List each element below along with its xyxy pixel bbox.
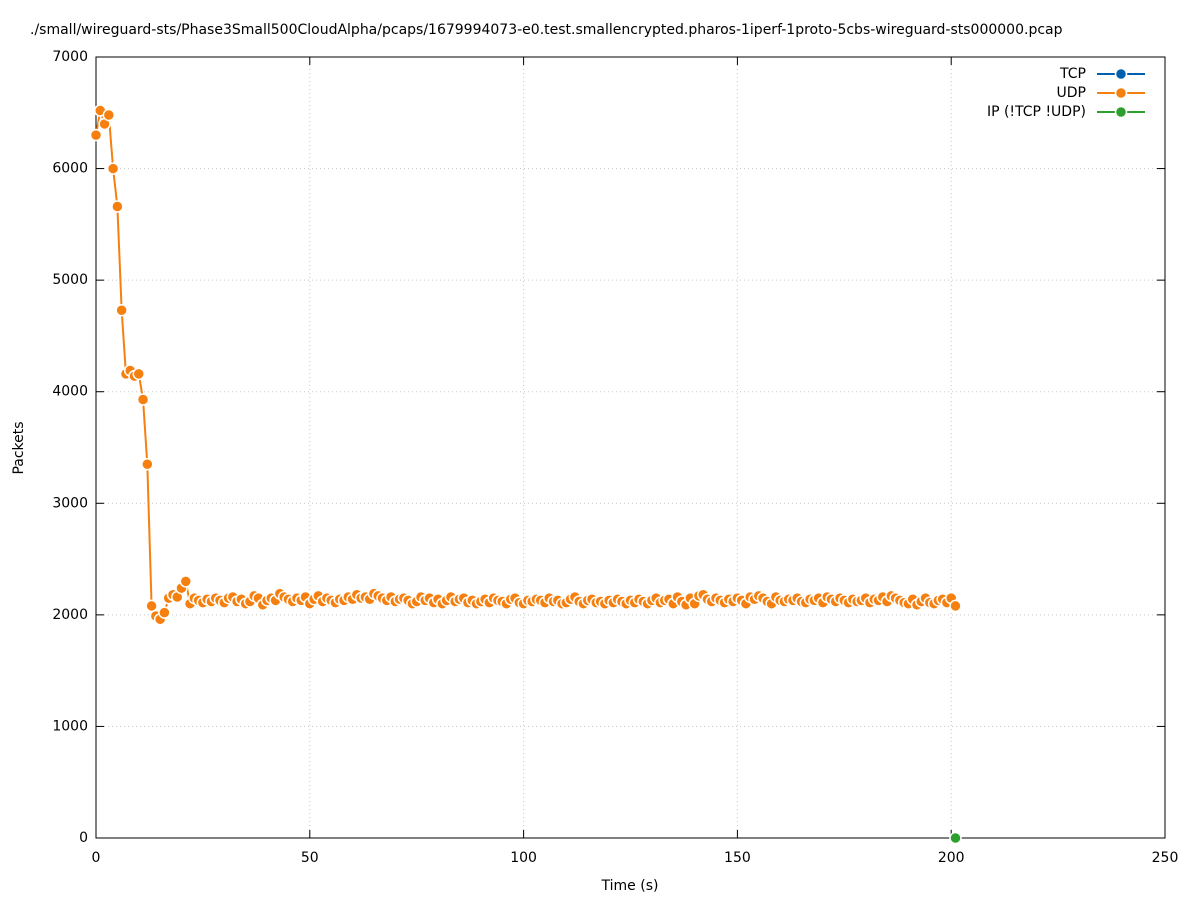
y-tick-label: 2000 xyxy=(52,607,88,623)
y-tick-label: 3000 xyxy=(52,495,88,511)
legend-label: UDP xyxy=(1057,85,1086,101)
data-point xyxy=(111,200,124,213)
legend-marker xyxy=(1114,105,1128,119)
y-tick-label: 0 xyxy=(79,830,88,846)
x-tick-label: 200 xyxy=(938,850,965,866)
x-tick-label: 0 xyxy=(92,850,101,866)
x-tick-label: 50 xyxy=(301,850,319,866)
plot-frame xyxy=(95,56,1166,839)
data-point xyxy=(106,162,120,175)
data-point xyxy=(949,599,962,613)
y-tick-label: 6000 xyxy=(52,161,88,177)
y-axis-label: Packets xyxy=(11,421,27,474)
y-tick-label: 4000 xyxy=(52,384,88,400)
series-line xyxy=(95,110,957,621)
legend-marker xyxy=(1114,67,1128,81)
y-tick-label: 5000 xyxy=(52,272,88,288)
data-point xyxy=(141,457,154,471)
data-point xyxy=(949,831,962,845)
x-tick-label: 150 xyxy=(724,850,751,866)
data-point xyxy=(102,108,116,122)
legend-marker xyxy=(1114,86,1128,100)
chart-title: ./small/wireguard-sts/Phase3Small500Clou… xyxy=(30,22,1063,38)
legend-label: IP (!TCP !UDP) xyxy=(987,104,1086,120)
x-axis-label: Time (s) xyxy=(601,878,659,894)
data-point xyxy=(132,367,146,381)
data-point xyxy=(115,304,128,317)
x-tick-label: 100 xyxy=(510,850,537,866)
data-point xyxy=(89,128,103,142)
x-tick-label: 250 xyxy=(1152,850,1179,866)
data-point xyxy=(179,575,193,588)
data-point xyxy=(158,606,171,619)
y-tick-label: 7000 xyxy=(52,49,88,65)
y-tick-label: 1000 xyxy=(52,718,88,734)
data-point xyxy=(136,393,150,406)
legend-label: TCP xyxy=(1059,66,1086,82)
